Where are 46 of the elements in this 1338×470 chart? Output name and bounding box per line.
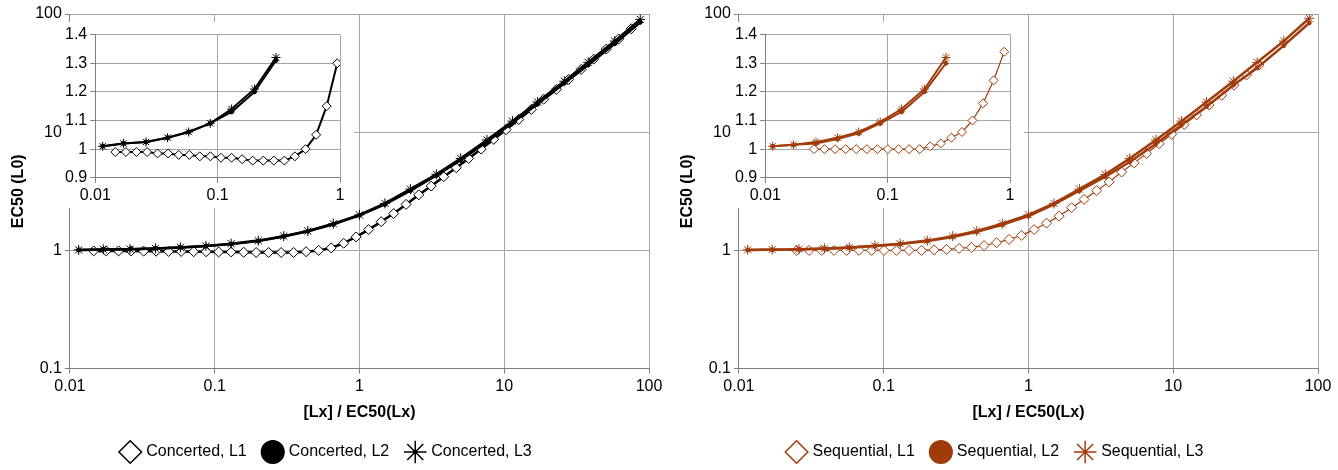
- x-tick-label: 10: [1164, 376, 1183, 394]
- y-tick-label: 0.9: [734, 168, 758, 186]
- x-tick-label: 0.1: [872, 376, 895, 394]
- y-tick-label: 1.3: [734, 53, 758, 71]
- y-tick-label: 1.4: [734, 25, 758, 43]
- y-axis-title: EC50 (L0): [678, 154, 696, 229]
- x-tick-label: 0.1: [206, 185, 229, 203]
- x-tick-label: 1: [335, 185, 345, 203]
- legend-label: Concerted, L1: [146, 442, 247, 460]
- x-tick-label: 0.1: [203, 376, 226, 394]
- x-tick-label: 0.01: [54, 376, 86, 394]
- legend-label: Concerted, L2: [288, 442, 390, 460]
- y-tick-label: 1.2: [64, 82, 88, 100]
- legend-label: Sequential, L3: [1101, 442, 1204, 460]
- y-tick-label: 1.3: [64, 53, 88, 71]
- y-tick-label: 0.1: [708, 359, 731, 377]
- y-tick-label: 100: [704, 4, 731, 22]
- x-tick-label: 10: [495, 376, 514, 394]
- y-tick-label: 1: [52, 240, 62, 258]
- x-tick-label: 1: [1005, 185, 1015, 203]
- x-tick-label: 0.01: [79, 185, 111, 203]
- x-tick-label: 0.01: [723, 376, 755, 394]
- legend-label: Concerted, L3: [431, 442, 532, 460]
- x-tick-label: 0.1: [876, 185, 899, 203]
- y-tick-label: 1: [748, 139, 758, 157]
- y-tick-label: 1: [721, 240, 731, 258]
- y-tick-label: 1.2: [734, 82, 758, 100]
- y-tick-label: 0.1: [39, 359, 62, 377]
- y-tick-label: 1.4: [64, 25, 88, 43]
- x-tick-label: 0.01: [749, 185, 781, 203]
- y-tick-label: 100: [35, 4, 62, 22]
- y-tick-label: 1.1: [64, 110, 88, 128]
- legend-label: Sequential, L1: [812, 442, 915, 460]
- x-tick-label: 100: [635, 376, 663, 394]
- y-tick-label: 0.9: [64, 168, 88, 186]
- x-tick-label: 1: [1023, 376, 1033, 394]
- y-tick-label: 1: [78, 139, 88, 157]
- legend-label: Sequential, L2: [956, 442, 1060, 460]
- y-axis-title: EC50 (L0): [9, 154, 27, 229]
- y-tick-label: 10: [44, 122, 62, 140]
- y-tick-label: 10: [713, 122, 731, 140]
- x-tick-label: 1: [354, 376, 364, 394]
- y-tick-label: 1.1: [734, 110, 758, 128]
- x-axis-title: [Lx] / EC50(Lx): [303, 402, 416, 420]
- x-tick-label: 100: [1304, 376, 1332, 394]
- x-axis-title: [Lx] / EC50(Lx): [972, 402, 1085, 420]
